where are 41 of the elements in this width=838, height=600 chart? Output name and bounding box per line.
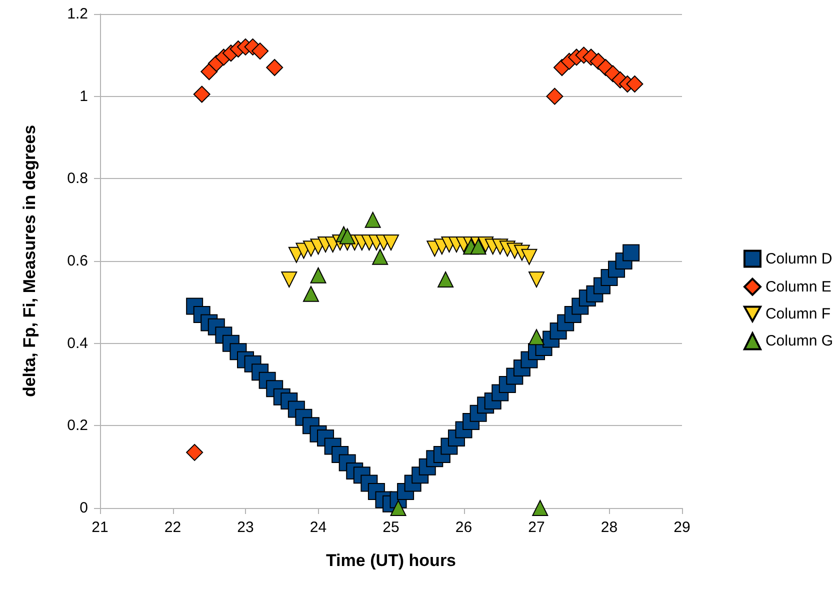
x-tick-label: 27 [528,519,545,536]
x-tick-label: 29 [674,519,690,536]
y-tick-label: 0.8 [67,170,88,188]
x-tick-label: 23 [237,519,254,536]
y-tick-label: 0 [80,500,88,516]
legend-label: Column F [765,306,831,322]
legend-label: Column G [765,332,834,350]
point [546,88,564,105]
point [252,42,269,60]
x-tick-label: 24 [310,519,327,536]
point [383,234,399,250]
y-tick-label: 0.4 [67,334,88,352]
point [532,500,548,516]
point [339,228,356,244]
y-tick-label: 0.6 [67,252,88,270]
point [521,248,538,265]
point [310,267,326,284]
point [281,272,298,288]
x-tick-label: 21 [92,519,108,536]
x-tick-label: 28 [600,519,618,536]
point [266,59,284,76]
point [364,212,381,228]
x-axis-title: Time (UT) hours [326,551,456,570]
x-tick-label: 26 [455,519,472,536]
y-tick-label: 1.2 [67,6,88,22]
point [438,272,454,288]
point [372,248,388,265]
x-tick-label: 22 [164,519,182,536]
point [302,286,319,302]
legend-label: Column E [765,278,832,296]
point [528,272,544,288]
y-tick-label: 1 [80,88,88,105]
point [528,329,544,346]
legend-label: Column D [765,250,832,268]
y-tick-label: 0.2 [67,417,88,434]
point [193,86,210,103]
point [186,444,204,461]
x-tick-label: 25 [382,519,400,536]
y-axis-title: delta, Fp, Fi, Measures in degrees [20,124,39,398]
point [626,75,644,92]
point [390,500,406,516]
